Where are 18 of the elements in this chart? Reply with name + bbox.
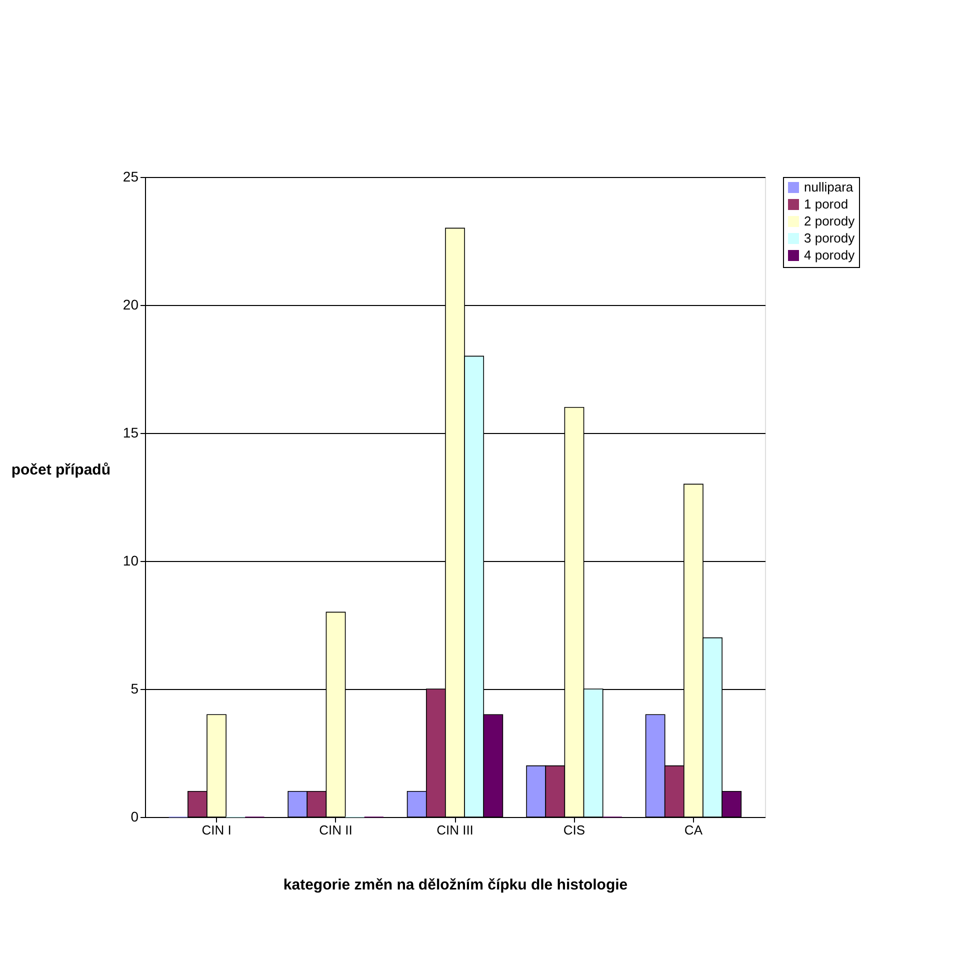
x-tick-label: CIN I [202,822,232,838]
y-tick-label: 15 [122,424,139,440]
y-tick-label: 25 [122,168,139,184]
y-tick-label: 5 [130,680,139,696]
y-tick-label: 10 [122,552,139,568]
y-axis-title: počet případů [11,462,110,478]
legend-label: 2 porody [804,214,856,228]
x-tick-label: CIS [563,822,586,838]
x-tick-label: CIN II [319,822,352,838]
y-tick-label: 0 [130,808,139,824]
legend-label: 1 porod [804,196,848,212]
y-tick-label: 20 [122,296,139,312]
x-tick-label: CIN III [436,822,474,838]
x-tick-label: CA [684,822,703,838]
legend-label: 4 porody [804,248,856,262]
legend-label: nullipara [804,180,854,194]
legend-label: 3 porody [804,230,856,246]
x-axis-title: kategorie změn na děložním čípku dle histologie [283,876,628,894]
